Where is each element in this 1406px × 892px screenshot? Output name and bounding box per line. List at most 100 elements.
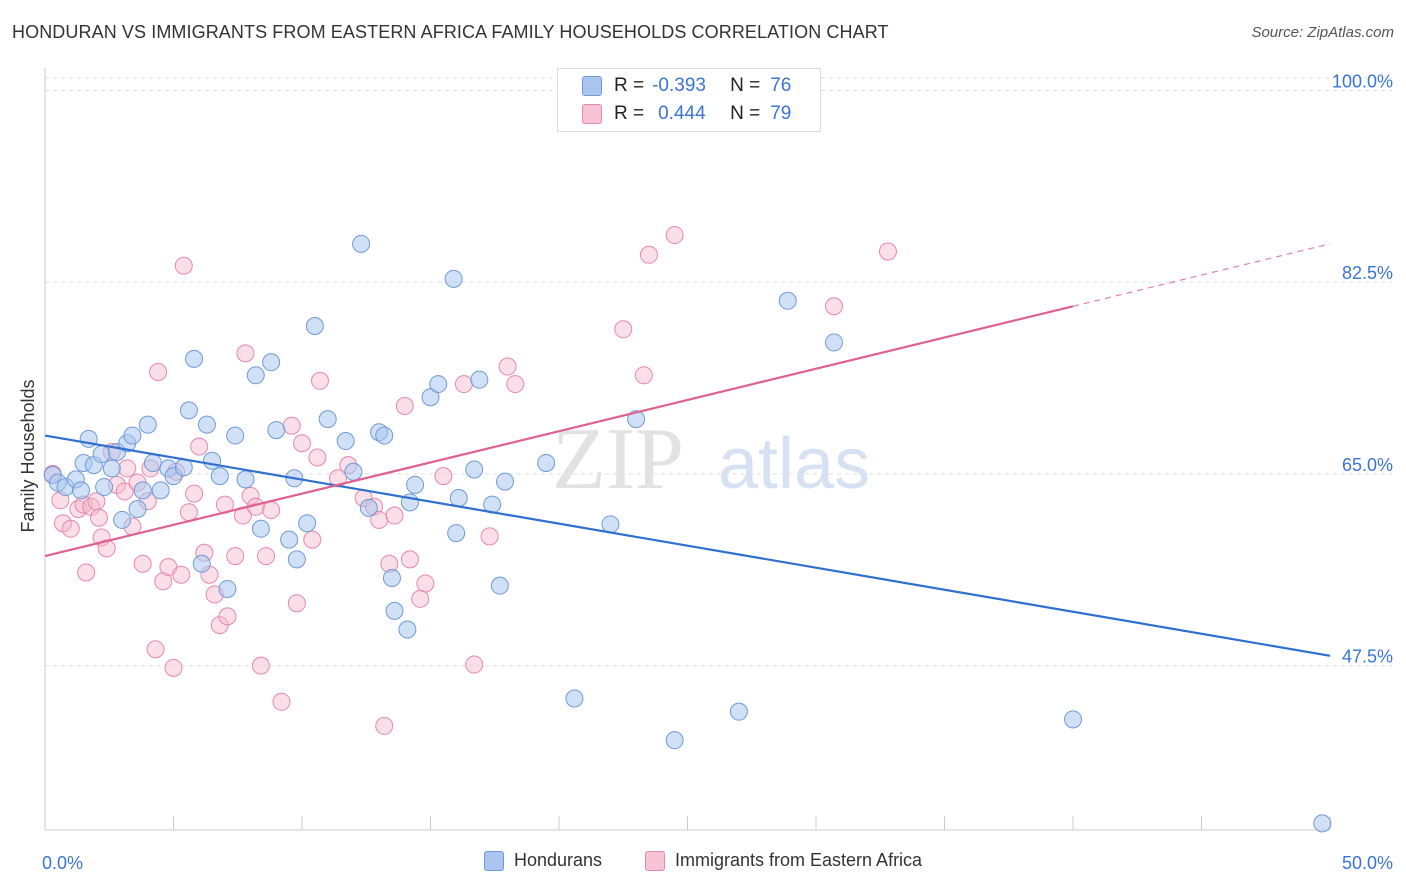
- chart-title: HONDURAN VS IMMIGRANTS FROM EASTERN AFRI…: [12, 22, 889, 42]
- data-point-hondurans: [352, 234, 371, 253]
- data-point-hondurans: [429, 375, 448, 394]
- data-point-hondurans: [262, 353, 281, 372]
- data-point-hondurans: [143, 453, 162, 472]
- data-point-hondurans: [665, 731, 684, 750]
- watermark: ZIP atlas: [552, 411, 870, 508]
- data-point-hondurans: [375, 426, 394, 445]
- data-point-immigrants: [149, 363, 168, 382]
- data-point-hondurans: [336, 432, 355, 451]
- data-point-hondurans: [298, 514, 317, 533]
- data-point-hondurans: [102, 459, 121, 478]
- data-point-hondurans: [287, 550, 306, 569]
- data-point-hondurans: [71, 481, 90, 500]
- data-point-immigrants: [385, 506, 404, 525]
- legend-r-value: -0.393: [652, 75, 706, 96]
- data-point-immigrants: [665, 226, 684, 245]
- legend-n-value: 76: [770, 75, 792, 96]
- bottom-legend-label: Hondurans: [514, 850, 603, 870]
- y-tick-label: 100.0%: [1332, 71, 1393, 91]
- data-point-immigrants: [61, 519, 80, 538]
- data-point-immigrants: [241, 486, 260, 505]
- data-point-immigrants: [172, 565, 191, 584]
- data-point-immigrants: [133, 554, 152, 573]
- legend-row-hondurans: R = -0.393 N = 76: [582, 73, 791, 99]
- data-point-hondurans: [226, 426, 245, 445]
- data-point-hondurans: [95, 478, 114, 497]
- data-point-hondurans: [449, 489, 468, 508]
- data-point-immigrants: [878, 242, 897, 261]
- data-point-hondurans: [470, 370, 489, 389]
- bottom-legend-swatch-pink: [645, 850, 665, 871]
- y-tick-label: 82.5%: [1342, 263, 1393, 283]
- data-point-hondurans: [92, 445, 111, 464]
- data-point-immigrants: [185, 484, 204, 503]
- legend-swatch-pink: [582, 104, 602, 124]
- data-point-immigrants: [154, 572, 173, 591]
- data-point-immigrants: [416, 574, 435, 593]
- data-point-immigrants: [400, 550, 419, 569]
- data-point-immigrants: [506, 375, 525, 394]
- data-point-hondurans: [128, 499, 147, 518]
- correlation-legend: R = -0.393 N = 76 R = 0.444 N = 79: [557, 68, 821, 132]
- data-point-hondurans: [280, 530, 299, 549]
- y-axis-label: Family Households: [18, 379, 38, 532]
- data-point-immigrants: [287, 594, 306, 613]
- data-point-immigrants: [164, 658, 183, 677]
- data-point-immigrants: [118, 459, 137, 478]
- data-point-hondurans: [246, 366, 265, 385]
- data-point-hondurans: [344, 462, 363, 481]
- data-point-hondurans: [406, 475, 425, 494]
- data-point-hondurans: [113, 510, 132, 529]
- bottom-legend-label: Immigrants from Eastern Africa: [675, 850, 923, 870]
- series-hondurans: [43, 234, 1332, 833]
- data-point-immigrants: [251, 656, 270, 675]
- data-point-hondurans: [382, 569, 401, 587]
- trend-lines: [44, 243, 1331, 657]
- data-point-hondurans: [203, 451, 222, 470]
- data-point-hondurans: [151, 481, 170, 500]
- data-point-immigrants: [257, 547, 276, 566]
- data-point-immigrants: [77, 563, 96, 582]
- source-label: Source: ZipAtlas.com: [1251, 24, 1394, 41]
- data-point-hondurans: [1313, 814, 1332, 833]
- data-point-hondurans: [236, 470, 255, 489]
- data-point-hondurans: [778, 291, 797, 310]
- data-point-hondurans: [359, 498, 378, 517]
- data-point-immigrants: [375, 716, 394, 735]
- data-point-hondurans: [267, 421, 286, 440]
- data-point-hondurans: [305, 317, 324, 335]
- x-tick-label: 50.0%: [1342, 853, 1393, 873]
- data-point-immigrants: [190, 437, 209, 456]
- data-point-hondurans: [398, 620, 417, 639]
- data-point-hondurans: [138, 415, 157, 434]
- data-point-hondurans: [210, 467, 229, 486]
- bottom-legend-hondurans: Hondurans: [484, 850, 602, 871]
- data-point-immigrants: [480, 527, 499, 546]
- data-point-immigrants: [179, 503, 198, 522]
- data-point-hondurans: [465, 460, 484, 479]
- data-point-hondurans: [218, 579, 237, 598]
- trend-line-hondurans: [44, 434, 1331, 657]
- data-point-hondurans: [537, 453, 556, 472]
- data-point-hondurans: [1064, 710, 1082, 729]
- legend-n-label: N =: [730, 103, 761, 124]
- data-point-immigrants: [614, 320, 633, 339]
- data-point-hondurans: [185, 349, 204, 368]
- data-point-immigrants: [498, 357, 517, 376]
- data-point-immigrants: [293, 434, 311, 453]
- data-point-immigrants: [218, 607, 237, 626]
- data-point-hondurans: [421, 388, 440, 407]
- bottom-legend-swatch-blue: [484, 850, 504, 871]
- data-point-immigrants: [395, 396, 414, 415]
- data-point-hondurans: [385, 601, 404, 620]
- legend-swatch-blue: [582, 76, 602, 96]
- axes: [44, 68, 1331, 831]
- data-point-hondurans: [197, 415, 216, 434]
- grid-lines: [45, 77, 1392, 667]
- data-point-immigrants: [454, 375, 473, 394]
- data-point-hondurans: [133, 481, 152, 500]
- data-point-immigrants: [465, 655, 484, 674]
- data-point-hondurans: [179, 401, 198, 420]
- data-point-immigrants: [434, 467, 453, 486]
